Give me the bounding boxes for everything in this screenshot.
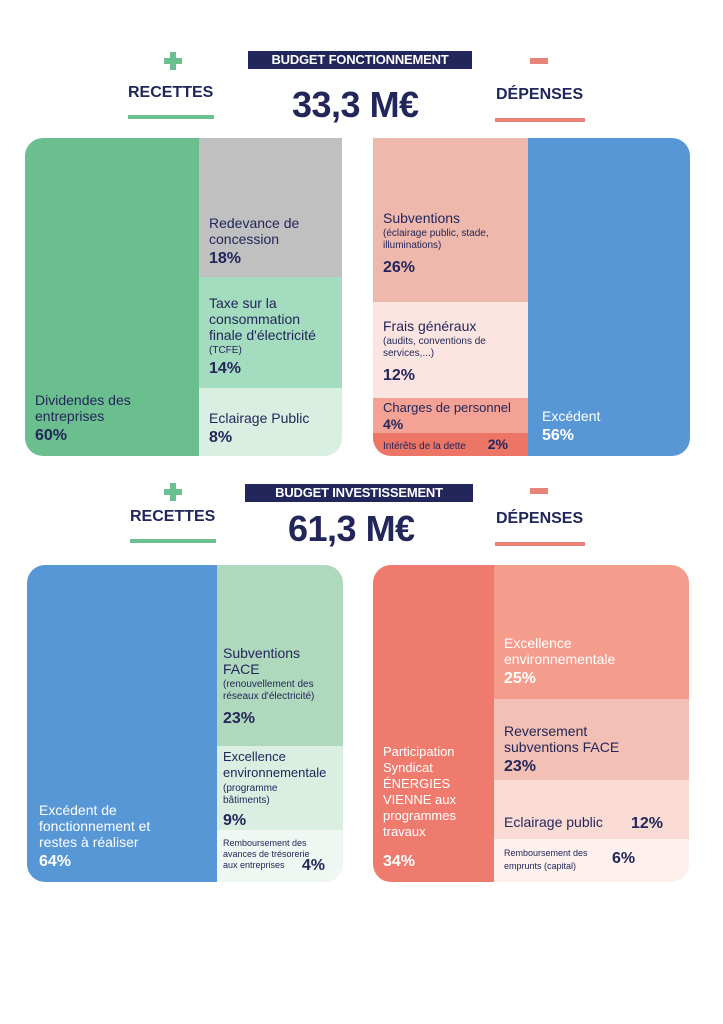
depenses-underline xyxy=(495,118,585,122)
cell-interets-dette: Intérêts de la dette 2% xyxy=(373,433,528,456)
cell-pct: 64% xyxy=(39,853,72,870)
cell-sub: (audits, conventions de services,...) xyxy=(383,336,486,359)
cell-excellence-env-dep: Excellence environnementale 25% xyxy=(494,565,689,699)
cell-label: Taxe sur la consommation finale d'électr… xyxy=(209,295,316,343)
depenses-title: DÉPENSES xyxy=(496,510,584,527)
cell-pct: 4% xyxy=(301,857,325,874)
cell-label: Excellence environnementale xyxy=(504,635,616,667)
cell-pct: 26% xyxy=(383,259,416,276)
cell-pct: 25% xyxy=(504,670,537,687)
cell-label: Excédent xyxy=(542,408,601,424)
cell-excedent-fonctionnement: Excédent de fonctionnement et restes à r… xyxy=(27,565,217,882)
banner-word-type: FONCTIONNEMENT xyxy=(328,52,449,67)
cell-charges-personnel: Charges de personnel 4% xyxy=(373,398,528,433)
cell-dividendes: Dividendes des entreprises 60% xyxy=(25,138,199,456)
minus-icon xyxy=(530,488,548,494)
cell-eclairage: Eclairage Public 8% xyxy=(199,388,342,456)
cell-pct: 18% xyxy=(209,250,242,267)
cell-label: Intérêts de la dette xyxy=(383,441,466,452)
cell-label: Remboursement des emprunts (capital) xyxy=(504,848,588,871)
banner-investissement: BUDGET INVESTISSEMENT xyxy=(245,484,473,502)
recettes-title: RECETTES xyxy=(128,84,214,101)
cell-excellence-env: Excellence environnementale (programme b… xyxy=(217,746,343,830)
cell-pct: 6% xyxy=(612,850,636,867)
cell-label: Reversement subventions FACE xyxy=(504,723,620,755)
cell-pct: 12% xyxy=(383,367,416,384)
cell-pct: 8% xyxy=(209,429,233,446)
cell-sub: (éclairage public, stade, illuminations) xyxy=(383,228,489,251)
cell-frais-generaux: Frais généraux (audits, conventions de s… xyxy=(373,302,528,398)
cell-sub: (TCFE) xyxy=(209,345,242,356)
depenses-underline xyxy=(495,542,585,546)
cell-pct: 56% xyxy=(542,427,575,444)
treemap-recettes-investissement: Excédent de fonctionnement et restes à r… xyxy=(27,565,343,882)
plus-icon xyxy=(164,52,182,70)
recettes-title: RECETTES xyxy=(130,508,216,525)
cell-label: Frais généraux xyxy=(383,318,477,334)
cell-pct: 9% xyxy=(223,812,247,829)
cell-pct: 23% xyxy=(504,758,537,775)
cell-pct: 14% xyxy=(209,360,242,377)
cell-label: Eclairage Public xyxy=(209,410,310,426)
cell-pct: 2% xyxy=(487,436,508,452)
cell-sub: (renouvellement des réseaux d'électricit… xyxy=(223,679,315,702)
banner-word-type: INVESTISSEMENT xyxy=(332,485,443,500)
cell-label: Participation Syndicat ÉNERGIES VIENNE a… xyxy=(383,744,456,839)
cell-label: Redevance de concession xyxy=(209,215,300,247)
cell-redevance: Redevance de concession 18% xyxy=(199,138,342,277)
cell-pct: 4% xyxy=(383,416,404,432)
cell-label: Eclairage public xyxy=(504,814,603,830)
cell-subventions-face: Subventions FACE (renouvellement des rés… xyxy=(217,565,343,746)
total-fonctionnement: 33,3 M€ xyxy=(292,84,419,125)
cell-remboursement-emprunts: Remboursement des emprunts (capital) 6% xyxy=(494,839,689,882)
cell-label: Remboursement des avances de trésorerie … xyxy=(223,838,310,870)
cell-label: Dividendes des entreprises xyxy=(35,392,131,424)
cell-label: Excellence environnementale xyxy=(223,749,327,780)
cell-label: Subventions FACE xyxy=(223,645,301,677)
cell-pct: 23% xyxy=(223,710,256,727)
cell-excedent: Excédent 56% xyxy=(528,138,690,456)
banner-word-budget: BUDGET xyxy=(271,52,326,67)
cell-pct: 12% xyxy=(630,815,663,832)
minus-icon xyxy=(530,58,548,64)
cell-eclairage-public: Eclairage public 12% xyxy=(494,780,689,839)
cell-tcfe: Taxe sur la consommation finale d'électr… xyxy=(199,277,342,388)
cell-reversement-face: Reversement subventions FACE 23% xyxy=(494,699,689,780)
cell-subventions: Subventions (éclairage public, stade, il… xyxy=(373,138,528,302)
recettes-underline xyxy=(130,539,216,543)
recettes-underline xyxy=(128,115,214,119)
total-investissement: 61,3 M€ xyxy=(288,508,415,549)
treemap-recettes-fonctionnement: Dividendes des entreprises 60% Redevance… xyxy=(25,138,342,456)
cell-remboursement-avances: Remboursement des avances de trésorerie … xyxy=(217,830,343,882)
cell-pct: 34% xyxy=(383,853,416,870)
cell-label: Excédent de fonctionnement et restes à r… xyxy=(39,802,151,850)
cell-sub: (programme bâtiments) xyxy=(223,783,278,806)
cell-label: Charges de personnel xyxy=(383,400,511,415)
cell-label: Subventions xyxy=(383,210,461,226)
cell-participation: Participation Syndicat ÉNERGIES VIENNE a… xyxy=(373,565,494,882)
treemap-depenses-investissement: Participation Syndicat ÉNERGIES VIENNE a… xyxy=(373,565,689,882)
plus-icon xyxy=(164,483,182,501)
banner-word-budget: BUDGET xyxy=(275,485,329,500)
cell-pct: 60% xyxy=(35,427,68,444)
depenses-title: DÉPENSES xyxy=(496,86,584,103)
treemap-depenses-fonctionnement: Subventions (éclairage public, stade, il… xyxy=(373,138,690,456)
banner-fonctionnement: BUDGET FONCTIONNEMENT xyxy=(248,51,472,69)
